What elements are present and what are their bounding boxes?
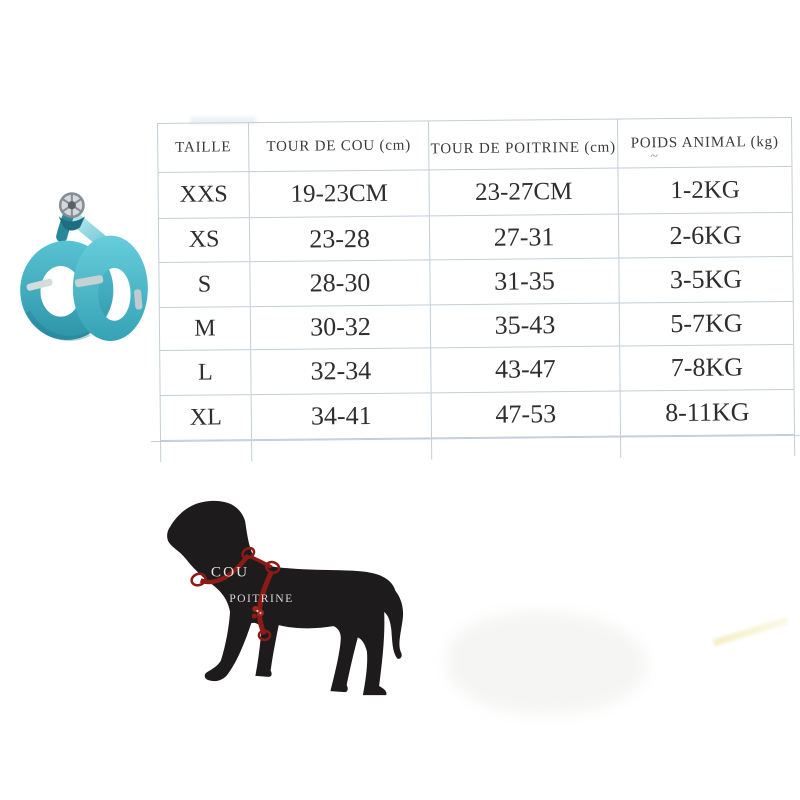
cell-neck: 34-41 xyxy=(250,393,432,440)
cell-weight: 7-8KG xyxy=(619,344,795,391)
table-header-row: TAILLE TOUR DE COU (cm) TOUR DE POITRINE… xyxy=(157,117,793,173)
table-row-xxs: XXS 19-23CM 23-27CM 1-2KG xyxy=(157,166,793,219)
header-tour-de-cou: TOUR DE COU (cm) xyxy=(248,121,429,172)
dog-measurement-diagram: COU POITRINE xyxy=(167,500,404,696)
chest-label: POITRINE xyxy=(229,592,293,605)
harness-front-loop xyxy=(72,235,148,341)
dog-silhouette xyxy=(167,500,404,696)
table-row-m: M 30-32 35-43 5-7KG xyxy=(158,301,795,351)
cell-chest: 35-43 xyxy=(429,303,620,348)
cell-size: M xyxy=(158,307,251,350)
cell-neck: 32-34 xyxy=(250,348,431,395)
header-taille: TAILLE xyxy=(157,123,249,172)
chest-band-buckle xyxy=(251,605,264,619)
table-row-xl: XL 34-41 47-53 8-11KG xyxy=(159,389,796,441)
cell-chest: 47-53 xyxy=(430,391,621,438)
neck-label: COU xyxy=(211,563,249,580)
cell-weight: 3-5KG xyxy=(618,256,794,303)
cell-size: XL xyxy=(159,395,252,440)
harness-shading xyxy=(26,310,91,341)
table-row-xs: XS 23-28 27-31 2-6KG xyxy=(157,212,794,263)
cell-size: XXS xyxy=(157,172,249,218)
cell-chest: 43-47 xyxy=(430,346,620,393)
cell-neck: 23-28 xyxy=(248,216,430,262)
reflective-strip xyxy=(134,289,143,310)
harness-product-image xyxy=(20,192,148,341)
cell-chest: 31-35 xyxy=(429,258,619,305)
reflective-strip xyxy=(74,275,104,288)
cell-neck: 30-32 xyxy=(249,305,431,350)
metal-ring-hub xyxy=(67,201,76,210)
neck-band-loop xyxy=(190,572,207,587)
cell-weight: 1-2KG xyxy=(617,166,793,214)
table-row-l: L 32-34 43-47 7-8KG xyxy=(159,344,795,396)
size-chart-table: TAILLE TOUR DE COU (cm) TOUR DE POITRINE… xyxy=(151,116,800,462)
cell-weight: 8-11KG xyxy=(619,389,796,436)
header-poids-animal: POIDS ANIMAL (kg) ~ xyxy=(616,117,793,168)
kg-underline-mark: ~ xyxy=(650,149,658,165)
chest-band-loop xyxy=(257,629,272,642)
cell-neck: 28-30 xyxy=(249,260,430,307)
cell-weight: 2-6KG xyxy=(617,212,794,258)
cell-weight: 5-7KG xyxy=(618,301,795,346)
reflective-strip xyxy=(26,278,53,291)
faded-ghost-image xyxy=(447,612,647,714)
cell-chest: 27-31 xyxy=(428,214,619,260)
buckle-base xyxy=(58,216,86,231)
scan-smudge xyxy=(190,117,256,124)
cell-size: XS xyxy=(157,218,250,262)
cell-chest: 23-27CM xyxy=(428,168,618,216)
table-row-s: S 28-30 31-35 3-5KG xyxy=(158,256,794,308)
header-tour-de-poitrine: TOUR DE POITRINE (cm) xyxy=(427,119,618,170)
scan-streak xyxy=(712,616,790,647)
cell-size: L xyxy=(159,350,251,395)
band-connector xyxy=(248,554,273,569)
cell-neck: 19-23CM xyxy=(248,170,429,218)
cell-size: S xyxy=(158,262,250,307)
